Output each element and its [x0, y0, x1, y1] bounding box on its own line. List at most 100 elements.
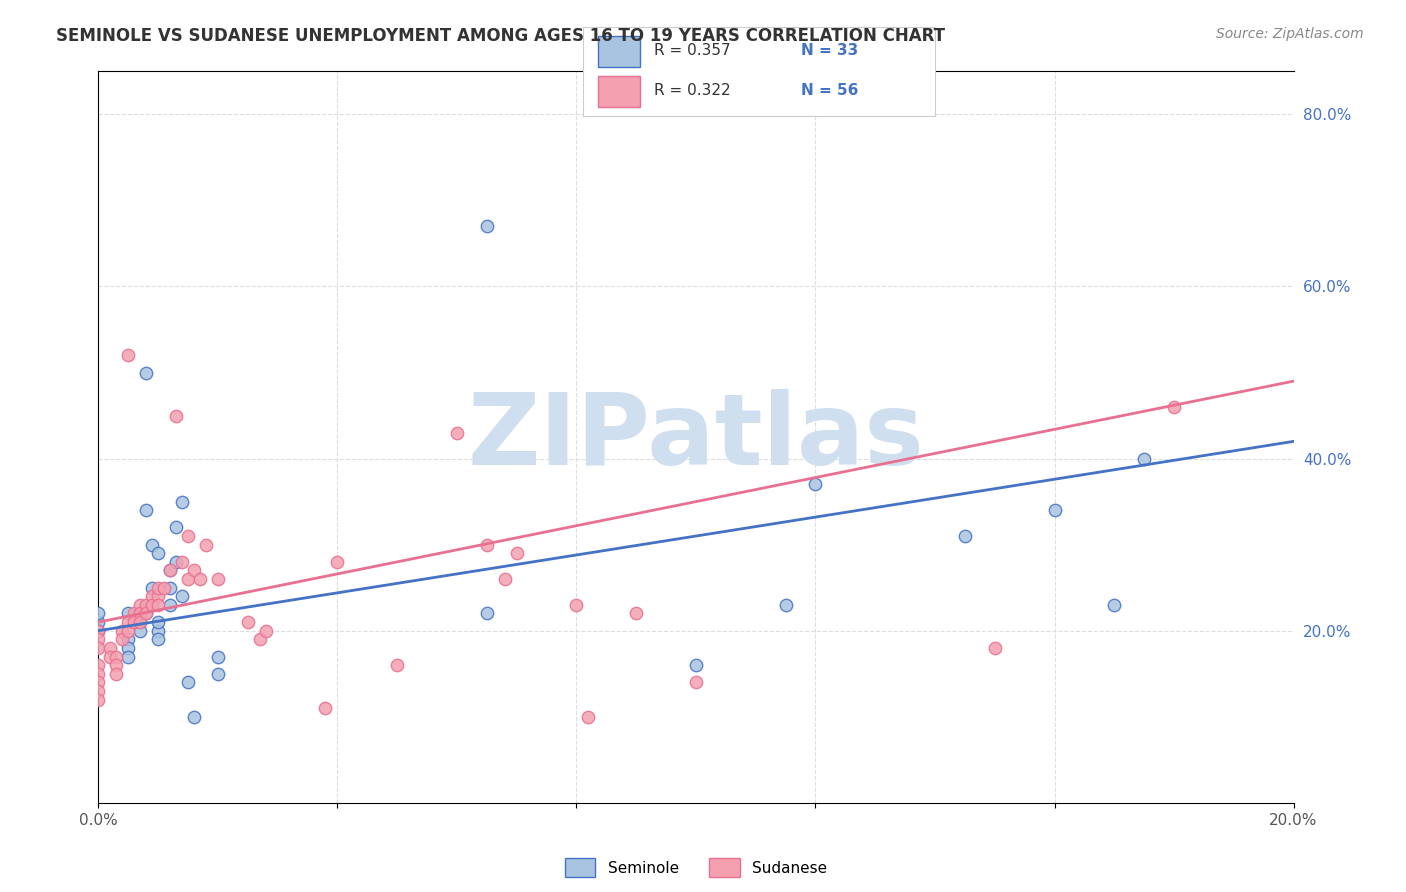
Point	[207, 572, 229, 586]
Point	[148, 615, 170, 629]
Point	[685, 658, 707, 673]
Point	[87, 675, 110, 690]
Point	[129, 624, 152, 638]
Point	[129, 598, 152, 612]
Point	[100, 640, 122, 655]
Point	[135, 607, 157, 621]
Point	[326, 555, 349, 569]
Point	[1163, 400, 1185, 414]
Point	[87, 632, 110, 647]
Point	[117, 607, 139, 621]
Point	[87, 607, 110, 621]
Point	[775, 598, 797, 612]
Point	[141, 538, 163, 552]
Point	[135, 503, 157, 517]
Point	[177, 529, 200, 543]
FancyBboxPatch shape	[598, 36, 640, 67]
Point	[87, 615, 110, 629]
Point	[159, 564, 181, 578]
Point	[446, 425, 468, 440]
Point	[159, 581, 181, 595]
Point	[87, 658, 110, 673]
Point	[315, 701, 337, 715]
Point	[172, 494, 194, 508]
Point	[578, 710, 600, 724]
Point	[87, 666, 110, 681]
Point	[87, 640, 110, 655]
Point	[565, 598, 588, 612]
Point	[188, 572, 211, 586]
Point	[124, 607, 146, 621]
Point	[177, 572, 200, 586]
Point	[236, 615, 259, 629]
Point	[129, 607, 152, 621]
Point	[141, 598, 163, 612]
Point	[159, 564, 181, 578]
Point	[148, 589, 170, 603]
Point	[117, 348, 139, 362]
Text: R = 0.322: R = 0.322	[654, 84, 730, 98]
Point	[804, 477, 827, 491]
Point	[100, 649, 122, 664]
Point	[165, 520, 187, 534]
Point	[87, 624, 110, 638]
Point	[117, 624, 139, 638]
Point	[87, 684, 110, 698]
Point	[183, 564, 205, 578]
Text: R = 0.357: R = 0.357	[654, 44, 730, 58]
Point	[385, 658, 409, 673]
Point	[105, 649, 128, 664]
Point	[249, 632, 271, 647]
Point	[111, 624, 134, 638]
Point	[117, 640, 139, 655]
Point	[626, 607, 648, 621]
Point	[183, 710, 205, 724]
Point	[475, 607, 498, 621]
Text: ZIPatlas: ZIPatlas	[468, 389, 924, 485]
Point	[165, 555, 187, 569]
Point	[117, 649, 139, 664]
FancyBboxPatch shape	[598, 76, 640, 107]
Point	[135, 598, 157, 612]
Point	[159, 598, 181, 612]
Point	[148, 632, 170, 647]
Point	[172, 589, 194, 603]
Point	[141, 589, 163, 603]
Point	[105, 666, 128, 681]
Point	[207, 666, 229, 681]
Point	[87, 624, 110, 638]
Point	[506, 546, 529, 560]
Point	[177, 675, 200, 690]
Text: N = 33: N = 33	[801, 44, 859, 58]
Point	[685, 675, 707, 690]
Point	[494, 572, 516, 586]
Point	[141, 581, 163, 595]
Point	[984, 640, 1007, 655]
Point	[475, 219, 498, 234]
Point	[148, 581, 170, 595]
Point	[87, 692, 110, 706]
Point	[135, 366, 157, 380]
Point	[172, 555, 194, 569]
Point	[105, 658, 128, 673]
Point	[117, 632, 139, 647]
Point	[135, 607, 157, 621]
Point	[207, 649, 229, 664]
Point	[117, 615, 139, 629]
Point	[153, 581, 176, 595]
Point	[148, 546, 170, 560]
Point	[1104, 598, 1126, 612]
Point	[148, 624, 170, 638]
Point	[1133, 451, 1156, 466]
Point	[124, 615, 146, 629]
Point	[953, 529, 976, 543]
Legend: Seminole, Sudanese: Seminole, Sudanese	[558, 852, 834, 883]
Point	[475, 538, 498, 552]
Point	[111, 632, 134, 647]
Text: Source: ZipAtlas.com: Source: ZipAtlas.com	[1216, 27, 1364, 41]
Text: N = 56: N = 56	[801, 84, 859, 98]
Point	[254, 624, 277, 638]
Point	[148, 598, 170, 612]
Point	[1043, 503, 1066, 517]
Point	[165, 409, 187, 423]
